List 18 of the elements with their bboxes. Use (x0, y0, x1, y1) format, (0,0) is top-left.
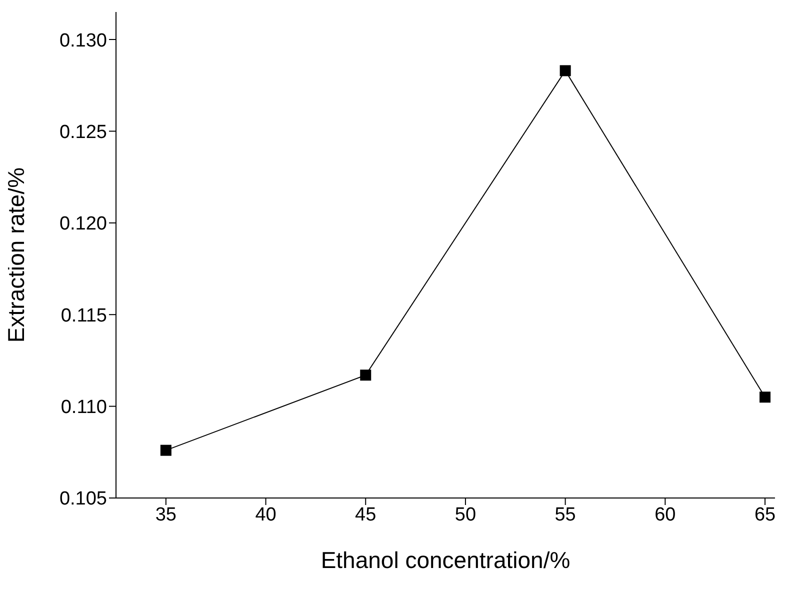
x-tick-label: 45 (355, 504, 376, 526)
point (560, 65, 571, 76)
x-tick-label: 35 (155, 504, 176, 526)
x-tick-label: 40 (255, 504, 276, 526)
x-tick-label: 65 (754, 504, 776, 526)
x-tick-label: 55 (554, 504, 576, 526)
y-tick-label: 0.115 (60, 305, 107, 326)
y-tick-label: 0.110 (60, 397, 107, 418)
y-tick-label: 0.125 (59, 122, 107, 143)
x-tick-label: 50 (454, 504, 476, 526)
x-axis-title: Ethanol concentration/% (320, 547, 570, 573)
x-tick-label: 60 (654, 504, 676, 526)
y-tick-label: 0.130 (59, 30, 107, 52)
y-tick-label: 0.120 (59, 214, 107, 235)
point (160, 444, 172, 456)
point (360, 370, 372, 381)
y-tick-label: 0.105 (59, 488, 107, 510)
point (760, 392, 771, 403)
